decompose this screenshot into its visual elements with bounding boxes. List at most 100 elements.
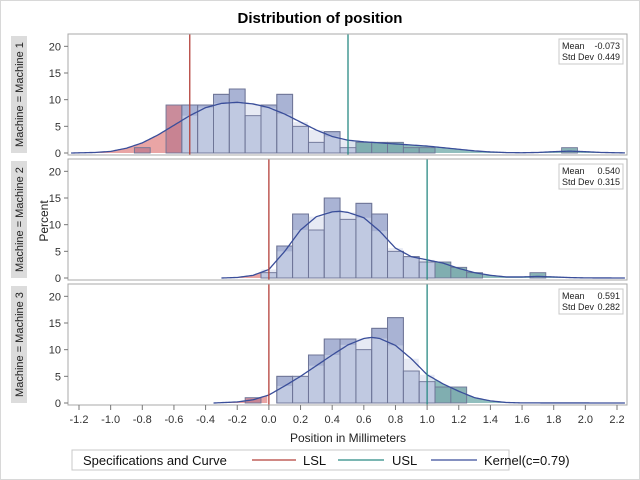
panel-frame xyxy=(67,33,628,156)
stats-box xyxy=(558,38,624,65)
mean-label: Mean xyxy=(562,41,585,51)
bar-under-curve xyxy=(403,371,419,403)
mean-value: -0.073 xyxy=(594,41,620,51)
histogram-bar xyxy=(355,141,373,154)
kernel-curve xyxy=(213,336,625,404)
bar-under-curve xyxy=(293,126,308,153)
y-tick-label: 0 xyxy=(55,148,61,160)
lsl-tail-area xyxy=(71,116,189,153)
mean-value: 0.591 xyxy=(597,291,620,301)
y-tick-label: 20 xyxy=(49,291,61,303)
stats-box xyxy=(558,163,624,190)
bar-under-curve xyxy=(229,102,245,153)
histogram-bar xyxy=(450,386,468,404)
legend-label: Kernel(c=0.79) xyxy=(484,453,570,468)
y-tick-label: 0 xyxy=(55,273,61,285)
y-tick-label: 0 xyxy=(55,398,61,410)
histogram-bar xyxy=(561,147,578,154)
bar-under-curve xyxy=(403,256,419,278)
panel-frame xyxy=(67,158,628,281)
std-dev-label: Std Dev xyxy=(562,177,595,187)
bar-under-curve xyxy=(214,103,229,153)
bar-under-curve xyxy=(340,219,356,278)
curve-above-bar xyxy=(308,216,324,230)
y-tick-label: 20 xyxy=(49,41,61,53)
x-tick-label: 0.4 xyxy=(325,414,340,426)
bar-under-curve xyxy=(308,142,324,153)
y-tick-label: 5 xyxy=(55,121,61,133)
histogram-bar xyxy=(434,386,452,404)
panel-3: Machine = Machine 3 0 5 10 15 20 Mean 0.591Std … xyxy=(11,283,628,410)
x-tick-label: -0.6 xyxy=(164,414,183,426)
x-tick-label: 0.0 xyxy=(261,414,276,426)
x-tick-label: 0.6 xyxy=(356,414,371,426)
std-dev-value: 0.282 xyxy=(597,302,620,312)
histogram-bar-outline xyxy=(323,131,341,154)
x-axis-label: Position in Millimeters xyxy=(290,431,406,445)
std-dev-label: Std Dev xyxy=(562,52,595,62)
histogram-bar xyxy=(418,147,436,154)
bar-under-curve xyxy=(372,231,388,278)
curve-above-bar xyxy=(340,212,356,220)
mean-value: 0.540 xyxy=(597,166,620,176)
bar-under-curve xyxy=(277,114,293,153)
bar-under-curve xyxy=(324,211,340,278)
x-tick-label: 1.2 xyxy=(451,414,466,426)
bar-under-curve xyxy=(277,251,293,278)
strip-label-box xyxy=(11,36,27,153)
bar-under-curve xyxy=(324,136,340,153)
x-tick-label: 1.8 xyxy=(546,414,561,426)
bar-under-curve xyxy=(308,230,324,278)
std-dev-label: Std Dev xyxy=(562,302,595,312)
bar-under-curve xyxy=(340,344,356,403)
y-tick-label: 20 xyxy=(49,166,61,178)
y-tick-label: 5 xyxy=(55,371,61,383)
bar-under-curve xyxy=(372,338,388,403)
x-axis: -1.2 -1.0 -0.8 -0.6 -0.4 -0.2 0.0 0.2 0.4 0.6 0.8 1… xyxy=(70,405,625,426)
y-axis-label: Percent xyxy=(37,200,51,242)
mean-label: Mean xyxy=(562,291,585,301)
x-tick-label: 0.2 xyxy=(293,414,308,426)
bar-under-curve xyxy=(277,385,293,403)
histogram-bar xyxy=(371,141,389,154)
std-dev-value: 0.449 xyxy=(597,52,620,62)
strip-label: Machine = Machine 1 xyxy=(14,42,26,147)
curve-above-bar xyxy=(308,130,324,143)
bar-under-curve xyxy=(388,251,403,278)
histogram-bar-outline xyxy=(292,125,309,154)
bar-under-curve xyxy=(293,376,308,403)
mean-label: Mean xyxy=(562,166,585,176)
y-tick-label: 15 xyxy=(49,318,61,330)
histogram-bar-outline xyxy=(387,317,404,404)
x-tick-label: 2.0 xyxy=(578,414,593,426)
bar-under-curve xyxy=(388,345,403,403)
bar-under-curve xyxy=(293,230,308,278)
x-tick-label: 1.4 xyxy=(483,414,498,426)
lsl-tail-area xyxy=(221,270,268,278)
bar-under-curve xyxy=(356,349,372,403)
bar-under-curve xyxy=(261,107,277,153)
legend: Specifications and Curve LSL USL Kernel(c=… xyxy=(71,449,570,471)
x-tick-label: -0.2 xyxy=(228,414,247,426)
bar-under-curve xyxy=(356,217,372,278)
legend-label: USL xyxy=(392,453,417,468)
curve-above-bar xyxy=(293,122,308,127)
strip-label-box xyxy=(11,161,27,278)
histogram-bar xyxy=(529,272,547,279)
x-tick-label: -0.4 xyxy=(196,414,215,426)
y-tick-label: 5 xyxy=(55,246,61,258)
y-tick-label: 15 xyxy=(49,193,61,205)
bar-under-curve xyxy=(245,115,261,153)
panel-2: Machine = Machine 2 0 5 10 15 20 Mean 0.540Std … xyxy=(11,158,628,285)
histogram-bar xyxy=(402,147,420,154)
y-tick-label: 10 xyxy=(49,95,61,107)
bar-under-curve xyxy=(324,355,340,403)
strip-label: Machine = Machine 3 xyxy=(14,292,26,397)
histogram-bar-outline xyxy=(276,93,294,154)
curve-above-bar xyxy=(245,103,261,116)
x-tick-label: 2.2 xyxy=(609,414,624,426)
bar-under-curve xyxy=(198,107,213,153)
x-tick-label: 1.6 xyxy=(514,414,529,426)
bar-under-curve xyxy=(308,365,324,403)
